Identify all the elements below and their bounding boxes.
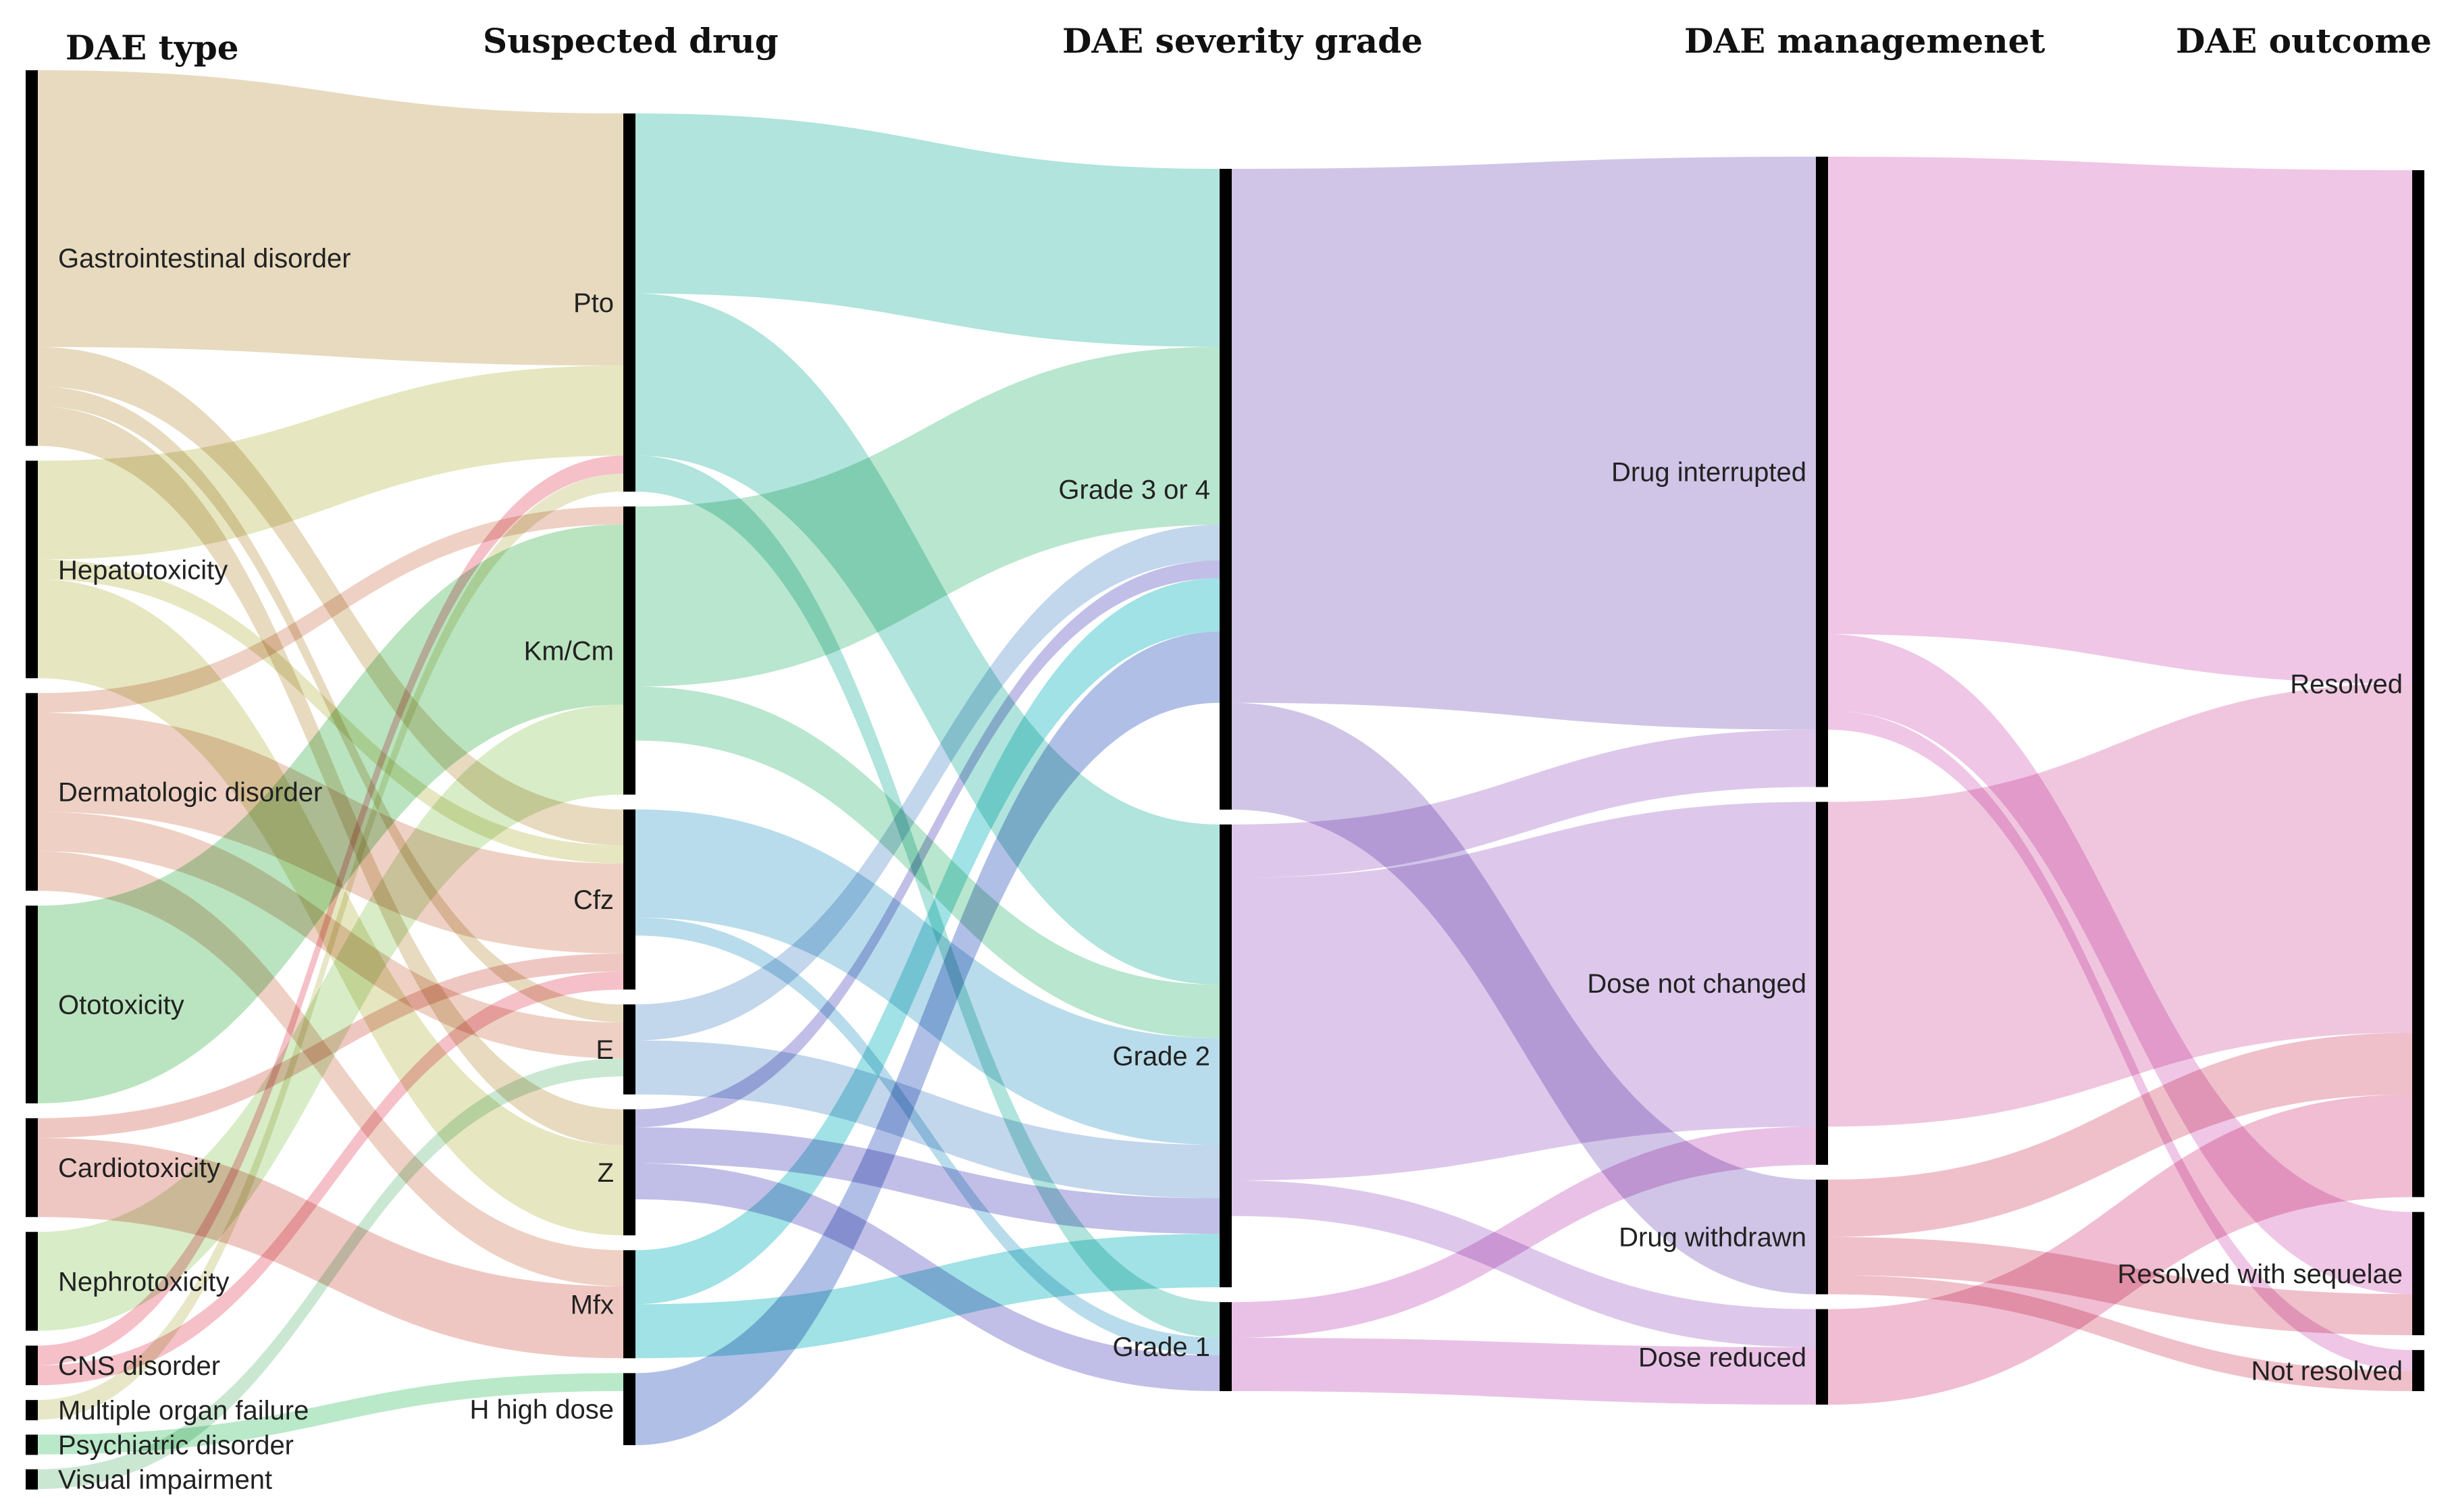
flow-z-to-grade-2 bbox=[635, 1127, 1220, 1234]
node-bar-dose-reduced bbox=[1816, 1309, 1828, 1405]
column-title-outcome: DAE outcome bbox=[2176, 21, 2432, 61]
flow-pto-to-grade-1 bbox=[635, 455, 1220, 1338]
column-title-severity-grade: DAE severity grade bbox=[1062, 21, 1423, 61]
flow-dermatologic-disorder-to-mfx bbox=[38, 851, 623, 1286]
flow-grade-3-or-4-to-drug-interrupted bbox=[1232, 157, 1816, 730]
node-bar-hepatotoxicity bbox=[26, 461, 38, 679]
column-title-management: DAE managemenet bbox=[1684, 21, 2045, 61]
node-label-km-cm: Km/Cm bbox=[524, 636, 614, 666]
node-bar-dose-not-changed bbox=[1816, 802, 1828, 1165]
node-label-dose-reduced: Dose reduced bbox=[1638, 1342, 1806, 1372]
flow-drug-interrupted-to-resolved bbox=[1828, 157, 2412, 684]
flow-z-to-grade-3-or-4 bbox=[635, 560, 1220, 1128]
node-bar-resolved-with-sequelae bbox=[2412, 1211, 2424, 1336]
flow-h-high-dose-to-grade-3-or-4 bbox=[635, 631, 1220, 1445]
node-label-e: E bbox=[596, 1035, 614, 1065]
node-label-z: Z bbox=[598, 1158, 614, 1188]
node-label-resolved-with-sequelae: Resolved with sequelae bbox=[2118, 1259, 2403, 1289]
node-label-mfx: Mfx bbox=[571, 1290, 614, 1320]
flow-grade-2-to-dose-not-changed bbox=[1232, 802, 1816, 1181]
flow-cns-disorder-to-pto bbox=[38, 455, 623, 1365]
flow-hepatotoxicity-to-pto bbox=[38, 365, 623, 560]
flow-mfx-to-grade-3-or-4 bbox=[635, 578, 1220, 1305]
column-title-dae-type: DAE type bbox=[66, 28, 239, 68]
flow-pto-to-grade-2 bbox=[635, 293, 1220, 985]
node-label-grade-1: Grade 1 bbox=[1112, 1332, 1210, 1362]
flow-grade-2-to-drug-interrupted bbox=[1232, 729, 1816, 878]
flow-cfz-to-grade-2 bbox=[635, 809, 1220, 1145]
node-bar-psychiatric-disorder bbox=[26, 1434, 38, 1455]
flow-dose-not-changed-to-resolved bbox=[1828, 683, 2412, 1127]
flow-e-to-grade-2 bbox=[635, 1040, 1220, 1199]
node-bar-cardiotoxicity bbox=[26, 1118, 38, 1218]
node-label-dose-not-changed: Dose not changed bbox=[1587, 969, 1806, 999]
node-bar-grade-2 bbox=[1220, 824, 1232, 1288]
flow-grade-1-to-dose-reduced bbox=[1232, 1337, 1816, 1405]
node-bar-cfz bbox=[623, 809, 635, 990]
flow-e-to-grade-3-or-4 bbox=[635, 525, 1220, 1041]
flow-cns-disorder-to-cfz bbox=[38, 971, 623, 1386]
node-bar-dermatologic-disorder bbox=[26, 693, 38, 891]
node-bar-h-high-dose bbox=[623, 1373, 635, 1445]
node-label-hepatotoxicity: Hepatotoxicity bbox=[58, 555, 228, 585]
node-label-resolved: Resolved bbox=[2290, 669, 2403, 699]
flow-ototoxicity-to-km-cm bbox=[38, 524, 623, 1103]
node-label-pto: Pto bbox=[573, 288, 614, 318]
flow-km-cm-to-grade-2 bbox=[635, 686, 1220, 1039]
flow-visual-impairment-to-e bbox=[38, 1058, 623, 1489]
node-bar-cns-disorder bbox=[26, 1345, 38, 1386]
node-bar-mfx bbox=[623, 1250, 635, 1359]
node-bar-visual-impairment bbox=[26, 1469, 38, 1490]
sankey-links bbox=[38, 70, 2412, 1489]
node-bar-km-cm bbox=[623, 506, 635, 795]
node-label-multiple-organ-failure: Multiple organ failure bbox=[58, 1396, 309, 1426]
node-bar-grade-3-or-4 bbox=[1220, 169, 1232, 810]
flow-gastrointestinal-disorder-to-pto bbox=[38, 70, 623, 366]
node-label-gastrointestinal-disorder: Gastrointestinal disorder bbox=[58, 244, 351, 273]
node-label-grade-2: Grade 2 bbox=[1112, 1042, 1210, 1072]
node-bar-not-resolved bbox=[2412, 1350, 2424, 1391]
node-label-drug-interrupted: Drug interrupted bbox=[1611, 458, 1806, 488]
flow-nephrotoxicity-to-km-cm bbox=[38, 704, 623, 1331]
node-label-not-resolved: Not resolved bbox=[2251, 1357, 2403, 1386]
flow-dermatologic-disorder-to-e bbox=[38, 811, 623, 1059]
node-bar-pto bbox=[623, 113, 635, 492]
node-label-cns-disorder: CNS disorder bbox=[58, 1351, 220, 1381]
node-label-nephrotoxicity: Nephrotoxicity bbox=[58, 1267, 229, 1297]
node-label-psychiatric-disorder: Psychiatric disorder bbox=[58, 1430, 294, 1460]
sankey-node-bars bbox=[26, 70, 2424, 1490]
sankey-node-labels: Gastrointestinal disorder Hepatotoxicity D… bbox=[58, 244, 2403, 1495]
flow-km-cm-to-grade-3-or-4 bbox=[635, 346, 1220, 687]
node-label-dermatologic-disorder: Dermatologic disorder bbox=[58, 778, 322, 808]
node-bar-multiple-organ-failure bbox=[26, 1400, 38, 1421]
node-bar-resolved bbox=[2412, 170, 2424, 1197]
flow-multiple-organ-failure-to-pto bbox=[38, 473, 623, 1420]
flow-gastrointestinal-disorder-to-cfz bbox=[38, 346, 623, 845]
node-label-visual-impairment: Visual impairment bbox=[58, 1465, 272, 1495]
node-label-cfz: Cfz bbox=[573, 885, 614, 915]
node-bar-drug-withdrawn bbox=[1816, 1179, 1828, 1295]
node-label-drug-withdrawn: Drug withdrawn bbox=[1619, 1223, 1806, 1253]
node-bar-nephrotoxicity bbox=[26, 1232, 38, 1331]
flow-hepatotoxicity-to-cfz bbox=[38, 559, 623, 864]
node-bar-grade-1 bbox=[1220, 1302, 1232, 1391]
flow-grade-1-to-dose-not-changed bbox=[1232, 1126, 1816, 1338]
node-label-ototoxicity: Ototoxicity bbox=[58, 990, 184, 1020]
node-bar-gastrointestinal-disorder bbox=[26, 70, 38, 446]
node-label-grade-3-or-4: Grade 3 or 4 bbox=[1058, 475, 1210, 504]
column-title-suspected-drug: Suspected drug bbox=[483, 21, 779, 61]
node-bar-z bbox=[623, 1109, 635, 1236]
flow-dose-reduced-to-resolved bbox=[1828, 1094, 2412, 1405]
flow-pto-to-grade-3-or-4 bbox=[635, 113, 1220, 347]
node-bar-e bbox=[623, 1004, 635, 1095]
flow-grade-2-to-dose-reduced bbox=[1232, 1180, 1816, 1348]
node-label-cardiotoxicity: Cardiotoxicity bbox=[58, 1153, 220, 1183]
flow-drug-withdrawn-to-resolved bbox=[1828, 1033, 2412, 1237]
node-label-h-high-dose: H high dose bbox=[470, 1395, 614, 1425]
flow-dermatologic-disorder-to-km-cm bbox=[38, 506, 623, 713]
column-titles: DAE type Suspected drug DAE severity gra… bbox=[66, 21, 2432, 68]
node-bar-ototoxicity bbox=[26, 906, 38, 1103]
node-bar-drug-interrupted bbox=[1816, 157, 1828, 787]
